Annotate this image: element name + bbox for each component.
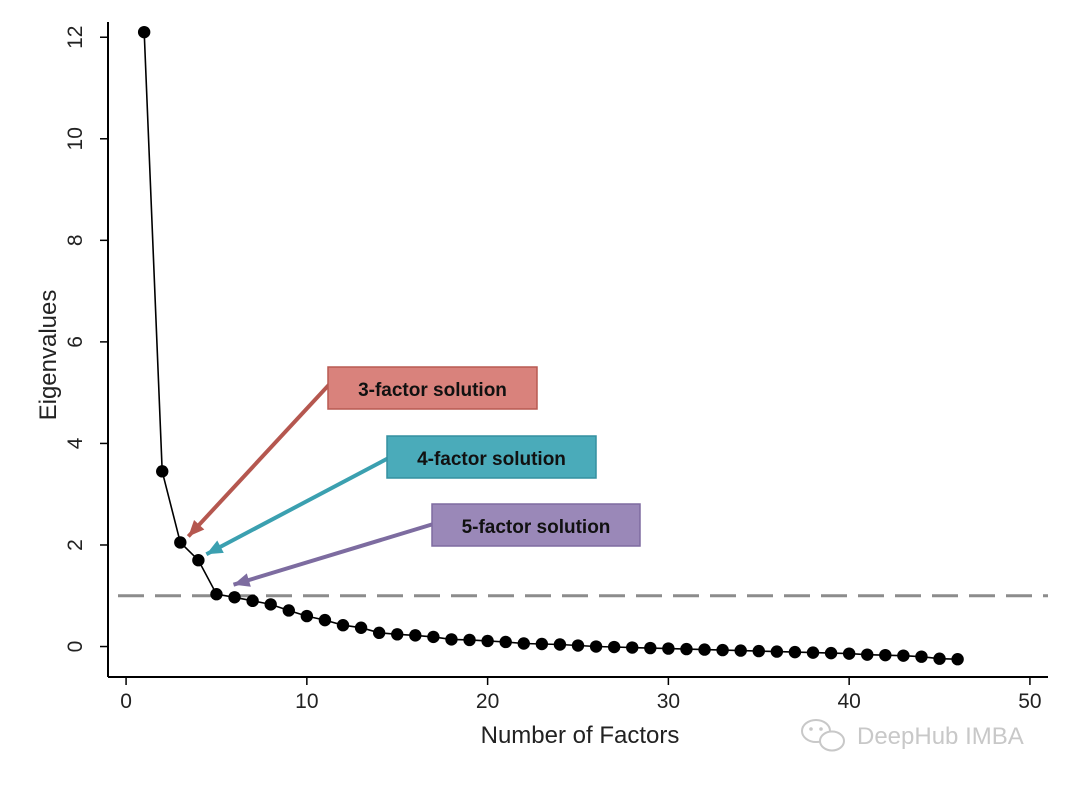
annotation-3-factor: 3-factor solution xyxy=(186,366,538,538)
data-point xyxy=(481,634,494,648)
data-point xyxy=(951,653,964,666)
data-point xyxy=(626,641,639,654)
axes-layer: 0 10 20 30 40 50 0 2 4 6 8 10 12 xyxy=(64,22,1048,713)
data-point xyxy=(137,25,151,39)
data-point xyxy=(824,646,838,660)
annotation-label: 4-factor solution xyxy=(417,449,566,470)
data-point xyxy=(915,650,928,663)
data-point xyxy=(716,643,729,657)
y-tick-label: 0 xyxy=(64,641,87,653)
series-points-layer xyxy=(137,25,964,666)
x-tick-label: 20 xyxy=(476,690,499,713)
data-point xyxy=(354,621,368,634)
data-point xyxy=(409,629,422,642)
y-tick-label: 4 xyxy=(64,437,87,449)
data-point xyxy=(680,642,693,656)
data-point xyxy=(897,649,910,662)
x-tick-label: 40 xyxy=(837,690,860,713)
annotation-box xyxy=(327,366,538,410)
data-point xyxy=(391,628,404,641)
annotation-label: 5-factor solution xyxy=(462,517,611,538)
annotation-label: 3-factor solution xyxy=(358,380,507,401)
data-point xyxy=(372,626,386,640)
data-point xyxy=(336,619,350,632)
data-point xyxy=(770,645,784,658)
annotation-5-factor: 5-factor solution xyxy=(232,503,641,587)
data-point xyxy=(463,633,476,647)
data-point xyxy=(861,648,874,661)
data-point xyxy=(174,536,187,549)
data-point xyxy=(499,635,512,649)
annotation-arrow xyxy=(205,451,399,556)
y-tick-label: 8 xyxy=(64,234,87,246)
x-tick-label: 0 xyxy=(120,690,132,713)
data-point xyxy=(933,652,946,665)
x-tick-label: 30 xyxy=(657,690,680,713)
x-tick-label: 50 xyxy=(1018,690,1041,713)
y-tick-label: 10 xyxy=(64,127,87,150)
data-point xyxy=(806,646,820,659)
data-point xyxy=(300,609,314,623)
y-tick-label: 6 xyxy=(64,336,87,348)
wechat-icon xyxy=(801,719,845,752)
data-point xyxy=(589,640,603,653)
x-tick-label: 10 xyxy=(295,690,318,713)
data-point xyxy=(427,630,440,644)
data-point xyxy=(264,598,277,611)
annotation-arrowhead xyxy=(206,540,224,555)
annotations-layer: 3-factor solution 4-factor solution 5-fact… xyxy=(186,366,641,587)
data-point xyxy=(644,641,657,655)
data-point xyxy=(517,637,530,650)
data-point xyxy=(228,591,241,604)
series-line-layer xyxy=(143,32,958,660)
data-point xyxy=(788,645,802,659)
data-point xyxy=(553,638,567,651)
data-point xyxy=(156,465,169,478)
annotation-box xyxy=(386,435,597,479)
data-point xyxy=(662,642,675,655)
series-line xyxy=(143,32,958,660)
annotation-4-factor: 4-factor solution xyxy=(205,435,597,556)
annotation-box xyxy=(431,503,641,547)
data-point xyxy=(282,604,295,617)
data-point xyxy=(879,648,892,662)
annotation-arrowhead xyxy=(233,573,251,587)
x-axis-title: Number of Factors xyxy=(481,722,680,749)
data-point xyxy=(535,637,549,651)
watermark: DeepHub IMBA xyxy=(801,719,1024,752)
data-point xyxy=(246,594,259,608)
y-tick-label: 12 xyxy=(64,26,87,49)
data-point xyxy=(318,613,332,627)
data-point xyxy=(607,640,621,654)
watermark-text: DeepHub IMBA xyxy=(857,723,1024,750)
data-point xyxy=(571,639,585,652)
annotation-arrowhead xyxy=(188,519,205,537)
data-point xyxy=(734,644,747,657)
data-point xyxy=(210,588,223,601)
data-point xyxy=(192,554,205,567)
y-tick-label: 2 xyxy=(64,539,87,551)
annotation-arrow xyxy=(186,373,340,538)
annotation-arrow xyxy=(232,520,441,587)
data-point xyxy=(445,633,458,646)
data-point xyxy=(842,647,856,660)
data-point xyxy=(698,643,711,656)
y-axis-title: Eigenvalues xyxy=(35,290,62,421)
data-point xyxy=(752,644,765,658)
